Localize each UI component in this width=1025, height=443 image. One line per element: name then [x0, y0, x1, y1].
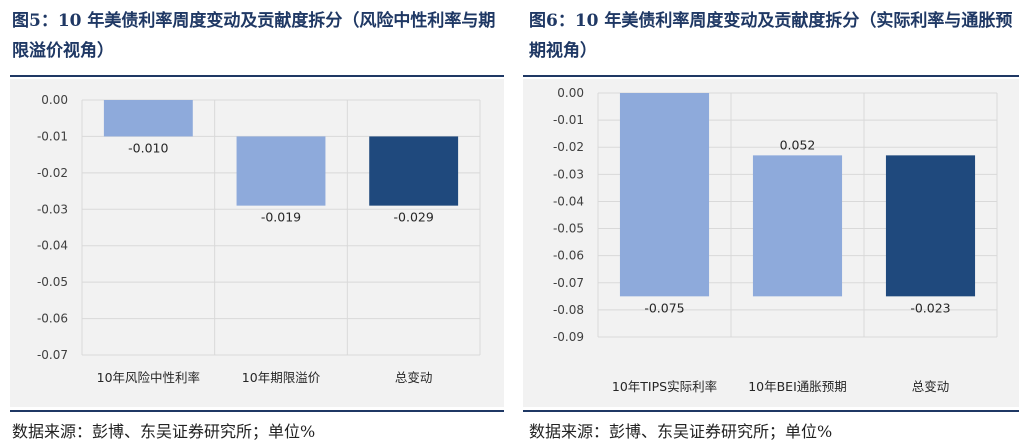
data-label: -0.029 — [394, 210, 434, 225]
figure-6-panel: 图6：10 年美债利率周度变动及贡献度拆分（实际利率与通胀预期视角） 0.00 -… — [517, 0, 1025, 443]
y-tick-label: -0.01 — [37, 129, 68, 143]
bar — [236, 136, 326, 206]
bar — [619, 93, 710, 297]
bar — [369, 136, 459, 206]
y-tick-label: -0.07 — [553, 276, 584, 290]
y-tick-label: -0.09 — [553, 330, 584, 344]
y-tick-label: -0.03 — [553, 167, 584, 181]
waterfall-chart: 0.00 -0.01 -0.02 -0.03 -0.04 -0.05 -0.06 -0.07 -… — [553, 86, 998, 394]
bar — [752, 155, 843, 297]
waterfall-chart: 0.00 -0.01 -0.02 -0.03 -0.04 -0.05 -0.06 -0.07 -… — [37, 93, 481, 385]
data-label: -0.010 — [128, 140, 168, 155]
y-tick-label: -0.06 — [553, 249, 584, 263]
y-tick-label: 0.00 — [557, 86, 584, 100]
figure-title: 图5：10 年美债利率周度变动及贡献度拆分（风险中性利率与期限溢价视角） — [12, 11, 496, 61]
y-tick-label: -0.04 — [553, 194, 584, 208]
data-label: 0.052 — [780, 137, 816, 152]
title-rule — [10, 75, 504, 77]
y-tick-label: -0.07 — [37, 348, 68, 362]
y-tick-label: -0.05 — [553, 222, 584, 236]
x-tick-label: 10年BEI通胀预期 — [748, 379, 847, 394]
data-label: -0.075 — [644, 300, 684, 315]
data-label: -0.019 — [261, 210, 301, 225]
data-label: -0.023 — [910, 300, 950, 315]
y-tick-label: -0.02 — [37, 166, 68, 180]
source-note: 数据来源：彭博、东吴证券研究所；单位% — [12, 422, 316, 441]
x-tick-label: 10年风险中性利率 — [97, 370, 200, 385]
y-tick-label: -0.05 — [37, 275, 68, 289]
x-tick-label: 总变动 — [395, 370, 433, 385]
source-note: 数据来源：彭博、东吴证券研究所；单位% — [529, 422, 833, 441]
title-rule — [523, 75, 1019, 77]
bar — [103, 100, 193, 137]
y-tick-label: 0.00 — [41, 93, 68, 107]
bar — [885, 155, 976, 297]
x-tick-label: 总变动 — [912, 379, 950, 394]
chart-area: 0.00 -0.01 -0.02 -0.03 -0.04 -0.05 -0.06 -0.07 -… — [523, 79, 1019, 407]
x-tick-label: 10年期限溢价 — [242, 370, 321, 385]
y-tick-label: -0.03 — [37, 202, 68, 216]
y-tick-label: -0.02 — [553, 140, 584, 154]
y-tick-label: -0.06 — [37, 312, 68, 326]
figure-title: 图6：10 年美债利率周度变动及贡献度拆分（实际利率与通胀预期视角） — [529, 11, 1013, 61]
source-rule — [523, 410, 1019, 412]
x-tick-label: 10年TIPS实际利率 — [612, 379, 717, 394]
y-tick-label: -0.01 — [553, 113, 584, 127]
figure-5-panel: 图5：10 年美债利率周度变动及贡献度拆分（风险中性利率与期限溢价视角） 0.0… — [0, 0, 512, 443]
source-rule — [10, 410, 504, 412]
chart-area: 0.00 -0.01 -0.02 -0.03 -0.04 -0.05 -0.06 -0.07 -… — [10, 79, 504, 407]
y-tick-label: -0.04 — [37, 239, 68, 253]
y-tick-label: -0.08 — [553, 303, 584, 317]
